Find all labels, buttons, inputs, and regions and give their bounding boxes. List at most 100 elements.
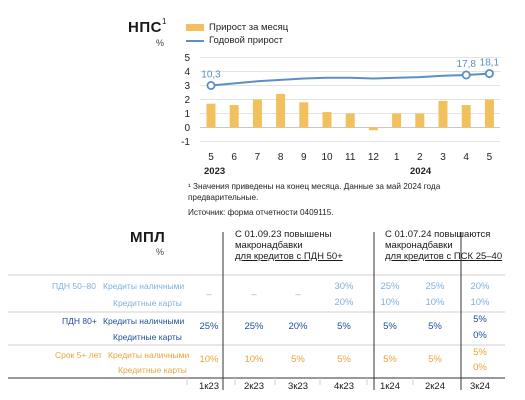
mpl-cell: 25% [380, 281, 400, 292]
mpl-title: МПЛ [130, 229, 166, 246]
y-tick-label: 0 [184, 123, 190, 134]
y-tick-label: 1 [184, 109, 190, 120]
legend-bar-label: Прирост за месяц [209, 22, 289, 33]
bar [368, 127, 378, 131]
mpl-cell: 5% [473, 347, 487, 358]
bar [229, 105, 239, 128]
quarter-label: 3к24 [469, 381, 490, 392]
bar [461, 105, 471, 128]
mpl-cell: 20% [334, 297, 354, 308]
mpl-cell: 10% [425, 297, 445, 308]
mpl-cell: 0% [473, 362, 487, 373]
mpl-cell: 30% [334, 281, 354, 292]
x-tick-label: 6 [231, 152, 237, 163]
quarter-label: 2к23 [243, 381, 264, 392]
year-label: 2023 [204, 166, 225, 177]
mpl-annotation-1-line: для кредитов с ПДН 50+ [235, 251, 343, 262]
mpl-cell: 10% [199, 354, 219, 365]
mpl-annotation-2-line: макронадбавки [385, 240, 453, 251]
mpl-cell: – [295, 289, 301, 300]
legend-line-swatch [186, 39, 204, 42]
bar [299, 102, 309, 128]
bar [415, 113, 425, 128]
group-label-pdn-80: ПДН 80+ [62, 316, 97, 326]
y-tick-label: 4 [184, 67, 190, 78]
nps-title: НПС1 [128, 17, 167, 36]
bar [252, 99, 262, 128]
legend-bar-swatch [186, 24, 204, 31]
quarter-label: 1к24 [379, 381, 400, 392]
row-label-cards: Кредитные карты [113, 298, 182, 308]
x-tick-label: 8 [278, 152, 284, 163]
group-label-term-5: Срок 5+ лет [55, 350, 103, 360]
mpl-cell: 5% [337, 354, 351, 365]
line-marker [484, 69, 494, 79]
y-tick-label: 5 [184, 53, 190, 64]
line-marker [461, 70, 471, 80]
line-value-label: 10,3 [201, 70, 221, 81]
mpl-cell: 20% [470, 281, 490, 292]
quarter-label: 2к24 [424, 381, 445, 392]
bar [276, 93, 286, 128]
mpl-annotation-1-line: макронадбавки [235, 240, 303, 251]
x-tick-label: 11 [345, 152, 356, 163]
y-tick-label: -1 [181, 137, 190, 148]
bar [345, 113, 355, 128]
mpl-annotation-2: С 01.07.24 повышаются макронадбавки для … [385, 229, 502, 262]
quarter-label: 4к23 [333, 381, 354, 392]
mpl-annotation-1: С 01.09.23 повышены макронадбавки для кр… [235, 229, 343, 262]
mpl-cell: 5% [428, 354, 442, 365]
y-tick-label: 3 [184, 81, 190, 92]
nps-unit: % [156, 38, 165, 48]
line-value-label: 18,1 [480, 58, 500, 69]
x-tick-label: 10 [321, 152, 333, 163]
y-tick-label: 2 [184, 95, 190, 106]
x-tick-label: 9 [301, 152, 307, 163]
mpl-cell: 0% [473, 330, 487, 341]
mpl-cell: 20% [288, 321, 308, 332]
mpl-annotation-2-line: С 01.07.24 повышаются [385, 229, 491, 240]
x-tick-label: 1 [394, 152, 400, 163]
mpl-annotation-2-line: для кредитов с ПСК 25–40 [385, 251, 503, 262]
x-tick-label: 5 [487, 152, 493, 163]
x-tick-label: 5 [208, 152, 214, 163]
legend-bar-item: Прирост за месяц [186, 22, 288, 33]
annual-growth-line [210, 72, 490, 87]
mpl-cell: 5% [428, 321, 442, 332]
mpl-annotation-1-line: С 01.09.23 повышены [235, 229, 332, 240]
x-tick-label: 4 [463, 152, 469, 163]
mpl-cell: – [251, 289, 257, 300]
row-label-cash: Кредиты наличными [103, 281, 185, 291]
mpl-unit: % [156, 247, 165, 257]
nps-footnote: ¹ Значения приведены на конец месяца. Да… [188, 182, 441, 202]
row-label-cash: Кредиты наличными [103, 316, 185, 326]
bar [392, 113, 402, 128]
legend-line-item: Годовой прирост [186, 35, 283, 46]
mpl-cell: – [206, 289, 212, 300]
mpl-cell: 25% [244, 321, 264, 332]
row-label-cards: Кредитные карты [113, 332, 182, 342]
x-tick-label: 7 [255, 152, 261, 163]
mpl-cell: 5% [473, 314, 487, 325]
x-tick-label: 2 [417, 152, 423, 163]
nps-source: Источник: форма отчетности 0409115. [188, 208, 334, 217]
mpl-cell: 10% [244, 354, 264, 365]
group-label-pdn-50-80: ПДН 50–80 [52, 281, 97, 291]
legend-line-label: Годовой прирост [209, 35, 283, 46]
bar [322, 112, 332, 128]
x-tick-label: 3 [440, 152, 446, 163]
x-tick-label: 12 [368, 152, 380, 163]
line-marker [206, 81, 216, 91]
row-label-cash: Кредиты наличными [108, 350, 190, 360]
bar [206, 103, 216, 128]
mpl-cell: 25% [425, 281, 445, 292]
mpl-cell: 5% [383, 321, 397, 332]
year-label: 2024 [410, 166, 432, 177]
mpl-cell: 10% [470, 297, 490, 308]
mpl-cell: 25% [199, 321, 219, 332]
mpl-cell: 10% [380, 297, 400, 308]
line-value-label: 17,8 [456, 59, 476, 70]
mpl-cell: 5% [291, 354, 305, 365]
bar [438, 100, 448, 128]
